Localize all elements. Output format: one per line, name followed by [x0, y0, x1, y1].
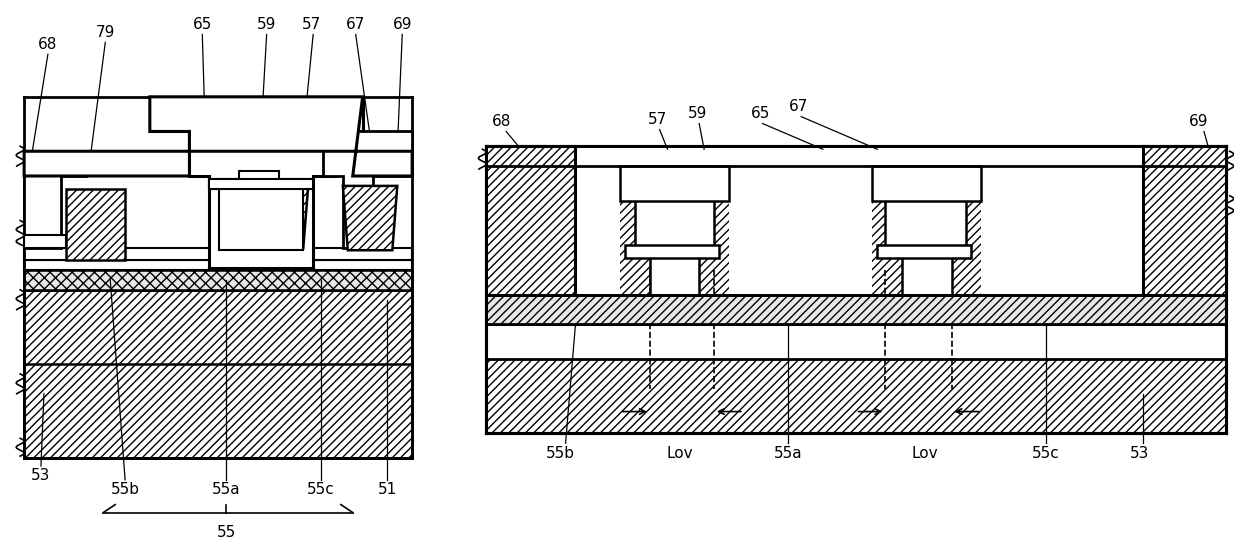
Text: 55a: 55a	[212, 482, 241, 497]
Text: 67: 67	[789, 99, 807, 114]
Bar	[486, 295, 1226, 324]
Text: 65: 65	[192, 17, 212, 32]
Bar	[24, 249, 412, 260]
Polygon shape	[575, 166, 620, 295]
Text: 51: 51	[378, 482, 397, 497]
Polygon shape	[24, 152, 86, 249]
Polygon shape	[210, 179, 314, 189]
Polygon shape	[24, 235, 66, 249]
Polygon shape	[66, 189, 125, 260]
Text: Lov: Lov	[911, 446, 939, 461]
Bar	[873, 166, 981, 201]
Text: 55c: 55c	[1032, 446, 1059, 461]
Polygon shape	[150, 97, 362, 268]
Polygon shape	[637, 166, 711, 295]
Text: 69: 69	[393, 17, 412, 32]
Text: 53: 53	[1130, 446, 1149, 461]
Text: 57: 57	[301, 17, 321, 32]
Polygon shape	[885, 166, 966, 295]
Text: 68: 68	[491, 114, 511, 129]
Bar	[575, 166, 620, 295]
Polygon shape	[24, 97, 412, 176]
Polygon shape	[635, 166, 714, 295]
Polygon shape	[219, 186, 309, 249]
Text: 79: 79	[95, 25, 115, 40]
Text: 67: 67	[346, 17, 366, 32]
Text: 55a: 55a	[774, 446, 802, 461]
Text: 57: 57	[649, 112, 667, 127]
Polygon shape	[729, 166, 873, 295]
Polygon shape	[210, 179, 314, 250]
Bar	[24, 260, 412, 270]
Polygon shape	[324, 131, 412, 249]
Bar	[729, 166, 873, 295]
Text: Lov: Lov	[666, 446, 693, 461]
Text: 59: 59	[257, 17, 277, 32]
Polygon shape	[190, 131, 334, 268]
Text: 55: 55	[217, 525, 236, 540]
Bar	[24, 290, 412, 458]
Polygon shape	[342, 186, 397, 250]
Bar	[1142, 146, 1226, 295]
Text: 53: 53	[31, 468, 51, 483]
Bar	[24, 270, 412, 290]
Bar	[486, 295, 1226, 324]
Text: 68: 68	[38, 37, 57, 52]
Bar	[486, 166, 1226, 295]
Bar	[575, 146, 1142, 166]
Bar	[981, 166, 1142, 295]
Text: 59: 59	[687, 106, 707, 121]
Bar	[486, 359, 1226, 433]
Bar	[878, 245, 971, 258]
Text: 55c: 55c	[308, 482, 335, 497]
Bar	[486, 146, 1226, 166]
Text: 65: 65	[751, 106, 770, 121]
Text: 55b: 55b	[546, 446, 575, 461]
Bar	[620, 166, 729, 201]
Text: 55b: 55b	[110, 482, 140, 497]
Polygon shape	[239, 171, 279, 181]
Polygon shape	[981, 166, 1142, 295]
Text: 69: 69	[1189, 114, 1209, 129]
Polygon shape	[888, 166, 963, 295]
Bar	[625, 245, 719, 258]
Bar	[486, 146, 575, 295]
Bar	[486, 324, 1226, 359]
